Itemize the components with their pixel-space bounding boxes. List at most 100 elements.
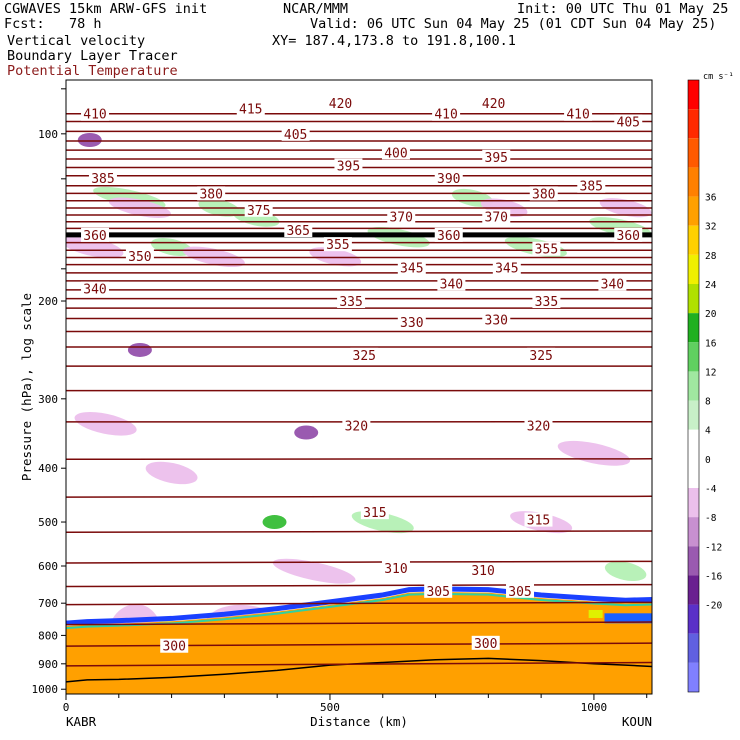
colorbar-label: 32 (705, 222, 716, 233)
theta-label: 420 (482, 97, 505, 112)
theta-label: 380 (532, 187, 555, 202)
w-core (262, 515, 287, 530)
colorbar-swatch (688, 196, 699, 226)
theta-label-bg (88, 170, 117, 185)
theta-label: 405 (284, 128, 307, 143)
theta-label: 325 (529, 349, 552, 364)
theta-label-bg (284, 223, 313, 238)
theta-label-bg (577, 178, 606, 193)
theta-label-bg (350, 347, 379, 362)
colorbar-swatch (688, 575, 699, 605)
theta-label: 335 (535, 295, 558, 310)
y-tick-label: 700 (38, 597, 58, 610)
theta-label: 330 (485, 314, 508, 329)
colorbar-swatch (688, 458, 699, 488)
theta-label: 330 (400, 316, 423, 331)
theta-contour (66, 621, 652, 626)
theta-label-bg (482, 312, 511, 327)
theta-label: 300 (474, 637, 497, 652)
theta-label-bg (281, 126, 310, 141)
pbl-tracer-fill (66, 591, 652, 694)
y-tick-label: 300 (38, 393, 58, 406)
theta-contour (66, 601, 652, 606)
theta-label-bg (524, 418, 553, 433)
theta-label-bg (197, 186, 226, 201)
theta-label-bg (326, 95, 355, 110)
theta-label: 405 (617, 115, 640, 130)
theta-contour (66, 495, 652, 498)
theta-contour (66, 642, 652, 647)
theta-label: 345 (400, 261, 423, 276)
colorbar-swatch (688, 167, 699, 197)
axes: 100 200 300 400 500 600 700 800 900 1000 0 500 1000 P… (19, 79, 653, 729)
theta-label: 320 (527, 419, 550, 434)
theta-label-bg (334, 158, 363, 173)
theta-label: 370 (389, 211, 412, 226)
theta-label: 380 (199, 187, 222, 202)
pbl-right-yellow (588, 609, 603, 618)
colorbar-label: 28 (705, 251, 717, 262)
theta-label: 310 (384, 562, 407, 577)
theta-label-bg (614, 114, 643, 129)
theta-label: 305 (508, 585, 531, 600)
colorbar-frame (687, 79, 700, 693)
theta-label-bg (244, 202, 273, 217)
y-tick-label: 1000 (32, 683, 59, 696)
theta-label-bg (469, 562, 498, 577)
w-area-down (66, 236, 124, 259)
theta-label-bg (532, 294, 561, 309)
colorbar-swatch (688, 662, 699, 692)
colorbar-swatch (688, 488, 699, 518)
theta-label-bg (360, 505, 389, 520)
theta-label-bg (598, 276, 627, 291)
y-tick-label: 800 (38, 629, 58, 642)
theta-label: 395 (485, 151, 508, 166)
theta-label: 345 (495, 261, 518, 276)
theta-label: 385 (91, 172, 114, 187)
colorbar: -20 -16 -12 -8 -4 0 4 8 12 16 20 24 28 32 36 cm s⁻¹ (687, 72, 734, 693)
theta-label: 360 (437, 229, 460, 244)
theta-label: 305 (426, 585, 449, 600)
header-field-potential-temperature: Potential Temperature (7, 63, 178, 79)
theta-label-bg (387, 209, 416, 224)
theta-label-bg (529, 186, 558, 201)
colorbar-label: 20 (705, 309, 717, 320)
theta-label-bg (479, 95, 508, 110)
theta-label-bg (81, 281, 110, 296)
colorbar-swatch (688, 313, 699, 343)
theta-label-bg (81, 227, 110, 242)
theta-label: 335 (339, 295, 362, 310)
w-area-up (604, 561, 647, 582)
theta-label: 355 (535, 243, 558, 258)
colorbar-swatch (688, 429, 699, 459)
y-tick-label: 600 (38, 560, 58, 573)
colorbar-label: -16 (705, 571, 722, 582)
x-axis-title: Distance (km) (310, 714, 408, 729)
colorbar-label: 0 (705, 455, 711, 466)
theta-contour (66, 530, 652, 534)
theta-label-bg (532, 241, 561, 256)
theta-label: 310 (471, 564, 494, 579)
pbl-right-blue (604, 613, 652, 624)
header-model: CGWAVES 15km ARW-GFS init (4, 1, 208, 17)
colorbar-swatch (688, 342, 699, 372)
theta-label-bg (424, 583, 453, 598)
theta-label: 395 (337, 159, 360, 174)
theta-label: 320 (345, 419, 368, 434)
theta-label-bg (482, 149, 511, 164)
left-endpoint-label: KABR (66, 714, 97, 729)
colorbar-label: -8 (705, 513, 717, 524)
colorbar-swatch (688, 604, 699, 634)
y-tick-label: 200 (38, 295, 58, 308)
colorbar-swatch (688, 138, 699, 168)
colorbar-label: 16 (705, 338, 717, 349)
w-area-down (557, 440, 631, 466)
colorbar-label: 36 (705, 193, 717, 204)
theta-label: 400 (384, 146, 407, 161)
colorbar-swatch (688, 517, 699, 547)
y-tick-label: 900 (38, 658, 58, 671)
w-area-down (74, 412, 137, 436)
colorbar-label: 4 (705, 426, 711, 437)
theta-label: 360 (617, 229, 640, 244)
w-core (127, 342, 152, 357)
